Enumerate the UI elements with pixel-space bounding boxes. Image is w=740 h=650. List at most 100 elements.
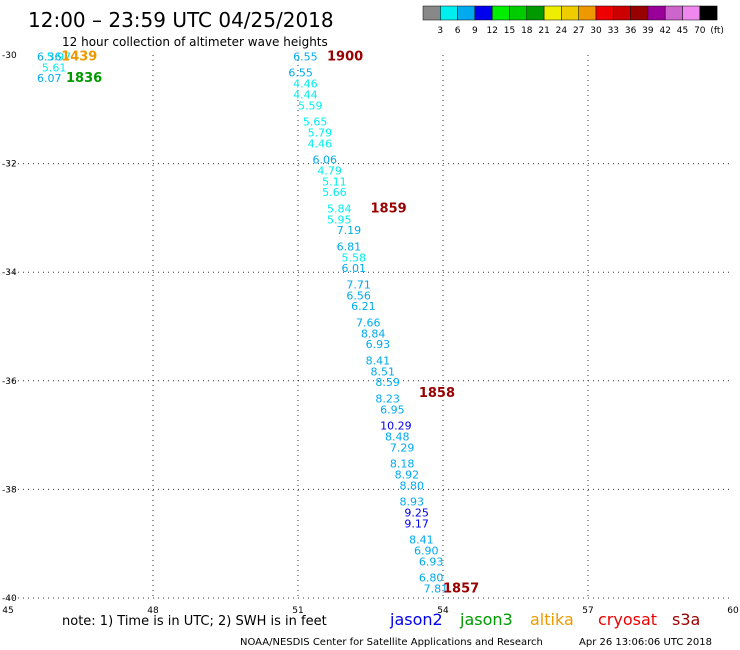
chart-subtitle: 12 hour collection of altimeter wave hei…	[62, 35, 328, 49]
legend-swatch	[509, 5, 528, 21]
wave-height-label: 5.66	[322, 186, 347, 199]
satellite-label: cryosat	[598, 610, 657, 629]
legend-swatch	[526, 5, 545, 21]
wave-height-label: 9.17	[404, 517, 429, 530]
wave-height-label: 6.55	[293, 50, 318, 63]
legend-label: 21	[538, 26, 549, 36]
wave-height-label: 6.01	[342, 262, 367, 275]
wave-height-label: 6.93	[366, 338, 391, 351]
legend-label: 33	[608, 26, 619, 36]
wave-height-label: 7.81	[424, 583, 449, 596]
satellite-label: jason2	[389, 610, 443, 629]
y-tick-label: -32	[2, 160, 17, 170]
legend-swatch	[630, 5, 649, 21]
legend-label: 12	[486, 26, 497, 36]
wave-height-label: 6.95	[380, 403, 405, 416]
legend-label: 39	[642, 26, 654, 36]
x-tick-label: 48	[147, 606, 159, 616]
legend-swatch	[474, 5, 493, 21]
time-labels: 1900 1859 1858 1857 1439 1836	[61, 49, 479, 596]
wave-height-label: 8.92	[395, 469, 420, 482]
footer-generated: Apr 26 13:06:06 UTC 2018	[579, 637, 712, 648]
wave-height-points: 6.556.554.464.445.595.655.794.466.064.79…	[37, 50, 448, 595]
legend-label: 36	[625, 26, 637, 36]
time-label: 1439	[61, 49, 97, 64]
legend-swatch	[543, 5, 562, 21]
wave-height-label: 5.11	[322, 175, 347, 188]
legend-swatch	[664, 5, 683, 21]
wave-height-label: 5.97	[47, 50, 72, 63]
legend-swatch	[699, 5, 718, 21]
legend-swatch	[457, 5, 476, 21]
legend-swatch	[647, 5, 666, 21]
legend-swatch	[491, 5, 510, 21]
wave-height-label: 7.66	[356, 317, 381, 330]
x-tick-label: 51	[292, 606, 303, 616]
wave-height-label: 8.18	[390, 458, 415, 471]
color-scale-legend: 3 6 9 12 15 18 21 24 27 30 33 36 39 42 45 70 (ft)	[422, 5, 724, 36]
wave-height-label: 8.59	[375, 376, 400, 389]
wave-height-label: 6.90	[414, 545, 439, 558]
wave-height-label: 7.29	[390, 441, 415, 454]
wave-height-label: 6.80	[419, 572, 444, 585]
wave-height-label: 6.06	[313, 154, 338, 167]
wave-height-label: 5.79	[308, 126, 333, 139]
wave-height-label: 6.93	[419, 555, 444, 568]
y-tick-label: -30	[2, 51, 17, 61]
x-tick-label: 45	[2, 606, 13, 616]
legend-label: 3	[437, 26, 443, 36]
legend-swatch	[595, 5, 614, 21]
wave-height-label: 6.21	[351, 300, 376, 313]
wave-height-label: 4.46	[293, 78, 318, 91]
x-tick-label: 60	[727, 606, 739, 616]
axis-ticks: 45 48 51 54 57 60 -30 -32 -34 -36 -38 -40	[2, 51, 739, 616]
chart-title: 12:00 – 23:59 UTC 04/25/2018	[28, 8, 334, 32]
footer-credit: NOAA/NESDIS Center for Satellite Applica…	[240, 637, 543, 648]
legend-label: 24	[556, 26, 568, 36]
legend-label: (ft)	[710, 26, 724, 36]
wave-height-label: 7.71	[346, 278, 371, 291]
y-tick-label: -36	[2, 377, 17, 387]
wave-height-label: 6.55	[288, 67, 313, 80]
wave-height-label: 5.58	[342, 251, 367, 264]
wave-height-label: 4.44	[293, 88, 318, 101]
legend-label: 45	[677, 26, 688, 36]
legend-swatch	[613, 5, 631, 21]
y-tick-label: -34	[2, 268, 17, 278]
wave-height-label: 10.29	[380, 420, 412, 433]
wave-height-label: 5.84	[327, 202, 352, 215]
wave-height-label: 6.81	[337, 240, 362, 253]
legend-swatch	[561, 5, 579, 21]
wave-height-label: 8.84	[361, 327, 386, 340]
wave-height-label: 9.25	[404, 507, 429, 520]
plot-grid	[8, 55, 733, 599]
satellite-legend: jason2 jason3 altika cryosat s3a	[389, 610, 700, 629]
wave-height-label: 8.23	[375, 393, 400, 406]
wave-height-label: 5.95	[327, 213, 352, 226]
wave-height-label: 7.19	[337, 224, 362, 237]
legend-swatch	[440, 5, 458, 21]
legend-label: 30	[590, 26, 602, 36]
time-label: 1857	[443, 582, 479, 597]
time-label: 1859	[371, 201, 407, 216]
legend-label: 9	[472, 26, 478, 36]
wave-height-label: 6.56	[346, 289, 371, 302]
legend-label: 70	[694, 26, 706, 36]
legend-swatch	[578, 5, 597, 21]
legend-label: 18	[521, 26, 533, 36]
wave-height-label: 5.61	[42, 61, 66, 74]
footer-note: note: 1) Time is in UTC; 2) SWH is in fe…	[62, 614, 327, 629]
wave-height-label: 4.79	[317, 164, 342, 177]
satellite-label: jason3	[459, 610, 513, 629]
time-label: 1836	[66, 71, 102, 86]
legend-label: 27	[573, 26, 584, 36]
wave-height-label: 5.65	[303, 116, 328, 129]
legend-label: 15	[504, 26, 515, 36]
wave-height-label: 8.48	[385, 431, 410, 444]
y-tick-label: -40	[2, 594, 17, 604]
wave-height-label: 8.93	[400, 496, 425, 509]
satellite-label: altika	[530, 610, 574, 629]
time-label: 1858	[419, 386, 455, 401]
wave-height-label: 8.51	[371, 365, 396, 378]
